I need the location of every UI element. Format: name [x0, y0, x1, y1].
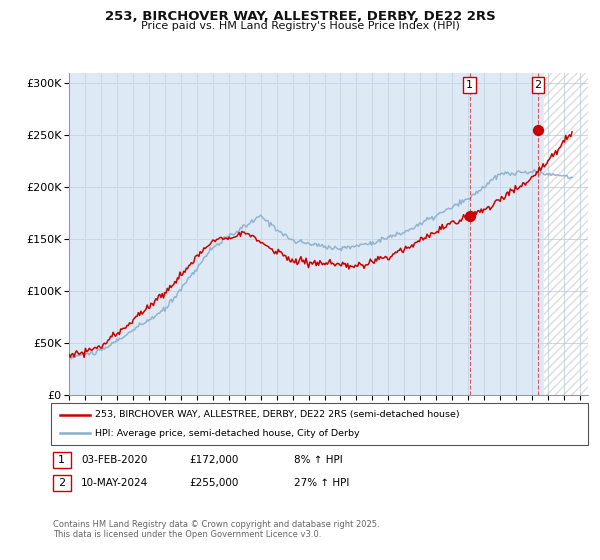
Point: [465, 212, 475, 221]
Bar: [544, 73, 588, 395]
Text: 03-FEB-2020: 03-FEB-2020: [81, 455, 148, 465]
Text: 8% ↑ HPI: 8% ↑ HPI: [294, 455, 343, 465]
Text: Contains HM Land Registry data © Crown copyright and database right 2025.
This d: Contains HM Land Registry data © Crown c…: [53, 520, 379, 539]
Text: 253, BIRCHOVER WAY, ALLESTREE, DERBY, DE22 2RS (semi-detached house): 253, BIRCHOVER WAY, ALLESTREE, DERBY, DE…: [95, 410, 460, 419]
Text: 1: 1: [466, 80, 473, 90]
Text: 2: 2: [58, 478, 65, 488]
Text: 27% ↑ HPI: 27% ↑ HPI: [294, 478, 349, 488]
Bar: [544, 73, 588, 395]
Text: 1: 1: [58, 455, 65, 465]
Point: [533, 125, 543, 134]
Text: 10-MAY-2024: 10-MAY-2024: [81, 478, 148, 488]
Text: Price paid vs. HM Land Registry's House Price Index (HPI): Price paid vs. HM Land Registry's House …: [140, 21, 460, 31]
Text: £255,000: £255,000: [189, 478, 238, 488]
Text: 253, BIRCHOVER WAY, ALLESTREE, DERBY, DE22 2RS: 253, BIRCHOVER WAY, ALLESTREE, DERBY, DE…: [104, 10, 496, 23]
Text: 2: 2: [535, 80, 542, 90]
Text: £172,000: £172,000: [189, 455, 238, 465]
Text: HPI: Average price, semi-detached house, City of Derby: HPI: Average price, semi-detached house,…: [95, 429, 359, 438]
